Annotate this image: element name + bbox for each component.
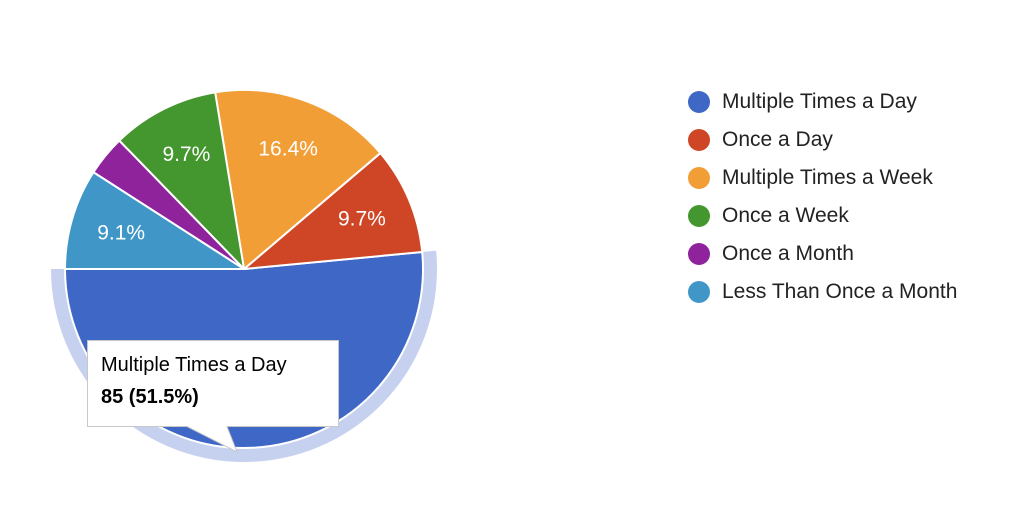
slice-label-once-a-day: 9.7% [338,208,386,231]
tooltip-box [87,340,339,454]
pie-slice-multiple-times-a-week[interactable] [214,89,382,270]
slice-label-once-a-week: 9.7% [162,143,210,166]
tooltip-value: 85 (51.5%) [101,386,199,408]
legend-swatch [688,129,710,151]
pie-slice-once-a-day[interactable] [243,152,424,270]
slice-label-multiple-times-a-week: 16.4% [258,137,318,160]
legend-label: Once a Month [722,242,854,265]
legend-item-once-a-week[interactable]: Once a Week [688,197,1008,235]
legend-item-multiple-times-a-week[interactable]: Multiple Times a Week [688,159,1008,197]
legend-swatch [688,167,710,189]
legend-label: Once a Day [722,128,833,151]
pie-slice-less-than-once-a-month[interactable] [64,171,245,270]
legend-item-multiple-times-a-day[interactable]: Multiple Times a Day [688,83,1008,121]
legend-item-less-than-once-a-month[interactable]: Less Than Once a Month [688,273,1008,311]
legend-swatch [688,91,710,113]
legend-swatch [688,205,710,227]
tooltip-title: Multiple Times a Day [101,354,287,376]
slice-label-less-than-once-a-month: 9.1% [97,221,145,244]
legend-label: Once a Week [722,204,849,227]
legend-label: Multiple Times a Week [722,166,933,189]
legend-label: Multiple Times a Day [722,90,917,113]
legend-label: Less Than Once a Month [722,280,958,303]
legend-swatch [688,281,710,303]
legend-swatch [688,243,710,265]
legend-item-once-a-month[interactable]: Once a Month [688,235,1008,273]
chart-legend: Multiple Times a Day Once a Day Multiple T… [688,83,1008,311]
legend-item-once-a-day[interactable]: Once a Day [688,121,1008,159]
pie-slice-once-a-week[interactable] [118,91,245,270]
